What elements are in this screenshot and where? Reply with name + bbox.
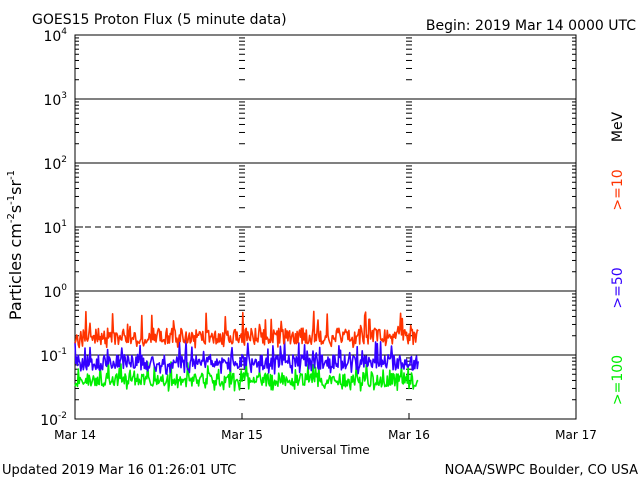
x-tick-label: Mar 15 [221,428,263,442]
y-tick-label: 10-1 [40,347,67,365]
legend-ge100: >=100 [610,355,626,405]
series-line-ge100 [74,361,419,392]
x-tick-labels: Mar 14 Mar 15 Mar 16 Mar 17 [54,413,597,442]
y-tick-label: 103 [43,91,67,109]
x-axis-label: Universal Time [280,443,369,457]
y-label-sup1: -2 [6,213,17,223]
source-credit: NOAA/SWPC Boulder, CO USA [445,463,638,478]
threshold-lines [75,98,576,356]
y-label-sup2: -1 [6,195,17,205]
series-layer [74,310,419,392]
y-tick-label: 101 [43,219,67,237]
minor-ticks [75,34,576,420]
x-tick-label: Mar 16 [388,428,430,442]
y-tick-label: 104 [43,27,67,45]
y-label-base1: Particles cm [6,223,25,320]
y-label-base2: s [6,205,25,213]
begin-label: Begin: 2019 Mar 14 0000 UTC [426,18,636,34]
series-line-ge50 [74,339,419,375]
y-tick-label: 100 [43,283,67,301]
x-tick-label: Mar 14 [54,428,96,442]
y-tick-label: 102 [43,155,67,173]
y-tick-labels: 10-2 10-1 100 101 102 103 104 [40,27,67,429]
y-tick-label: 10-2 [40,411,67,429]
updated-timestamp: Updated 2019 Mar 16 01:26:01 UTC [2,463,236,478]
y-label-sup3: -1 [6,170,17,180]
legend-ge50: >=50 [610,267,626,308]
chart-title: GOES15 Proton Flux (5 minute data) [32,12,287,28]
x-tick-label: Mar 17 [555,428,597,442]
y-label-base3: sr [6,180,25,195]
y-axis-label: Particles cm-2s-1sr-1 [6,170,25,320]
legend-ge10: >=10 [610,169,626,210]
series-line-ge10 [74,310,419,349]
legend-unit: MeV [610,111,626,142]
